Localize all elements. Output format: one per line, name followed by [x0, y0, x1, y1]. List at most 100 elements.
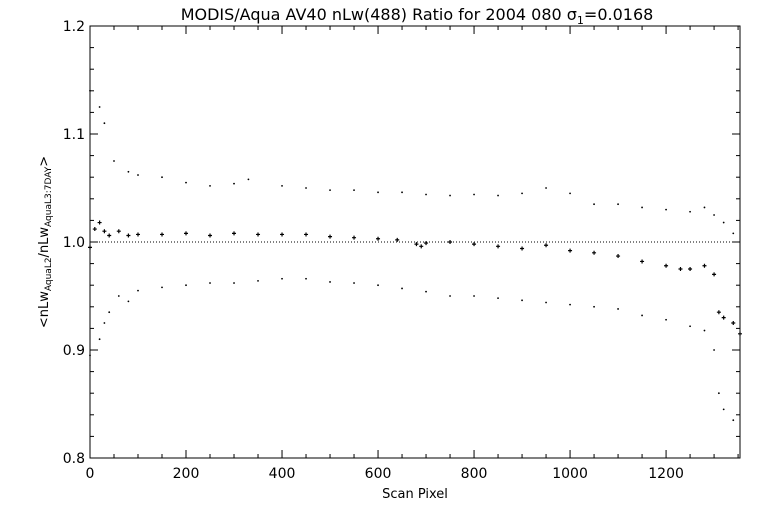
data-point	[568, 248, 573, 253]
data-point	[641, 314, 643, 317]
data-point	[592, 250, 597, 255]
data-point	[473, 295, 475, 297]
x-axis-label: Scan Pixel	[382, 487, 448, 502]
data-point	[716, 310, 721, 315]
data-point	[280, 232, 285, 237]
data-point	[497, 297, 499, 300]
data-point	[425, 290, 427, 293]
data-point	[98, 338, 101, 341]
data-point	[665, 318, 667, 321]
data-point	[304, 232, 309, 237]
x-tick-label: 1200	[648, 466, 684, 482]
y-axis-label: <nLwAquaL2/nLwAquaL3:7DAY>	[37, 156, 54, 328]
data-point	[617, 203, 619, 206]
data-point	[233, 282, 235, 284]
data-point	[569, 303, 571, 306]
data-point	[738, 331, 742, 336]
data-point	[328, 234, 333, 239]
data-point	[353, 189, 355, 192]
data-point	[376, 236, 381, 241]
data-point	[108, 311, 111, 314]
data-point	[689, 210, 691, 213]
data-point	[185, 181, 187, 184]
y-tick-label: 1.2	[63, 19, 85, 35]
data-point	[160, 232, 165, 237]
data-point	[102, 229, 107, 234]
data-point	[88, 245, 92, 250]
data-point	[97, 220, 102, 225]
data-point	[137, 174, 139, 176]
x-tick-label: 600	[365, 466, 392, 482]
data-point	[247, 178, 250, 181]
data-point	[616, 254, 621, 259]
data-point	[401, 287, 403, 290]
data-point	[414, 242, 419, 247]
data-point	[395, 237, 400, 242]
data-point	[731, 321, 736, 325]
data-point	[208, 233, 213, 238]
series-upper	[89, 89, 735, 235]
series-mean	[88, 220, 742, 336]
data-point	[713, 349, 715, 351]
data-point	[593, 203, 595, 206]
data-point	[722, 221, 725, 224]
data-point	[113, 160, 115, 162]
x-axis: 0 200 400 600 800 1000 1200	[86, 26, 739, 482]
data-point	[136, 232, 141, 237]
data-point	[352, 235, 357, 240]
chart-title: MODIS/Aqua AV40 nLw(488) Ratio for 2004 …	[181, 5, 654, 27]
data-point	[448, 240, 453, 244]
data-point	[137, 289, 139, 292]
y-tick-label: 1.1	[63, 127, 85, 143]
data-point	[425, 193, 427, 196]
data-point	[232, 231, 237, 236]
data-point	[449, 194, 451, 197]
data-point	[126, 233, 131, 238]
data-point	[419, 244, 424, 249]
data-point	[377, 191, 379, 194]
data-point	[89, 354, 91, 357]
data-point	[184, 231, 189, 236]
data-point	[473, 193, 475, 196]
data-point	[545, 301, 547, 304]
data-point	[664, 263, 669, 268]
data-point	[569, 192, 571, 195]
data-point	[89, 89, 91, 92]
data-point	[732, 232, 735, 235]
data-point	[678, 267, 683, 271]
data-point	[722, 408, 725, 411]
x-tick-label: 800	[461, 466, 488, 482]
data-point	[640, 259, 645, 264]
data-point	[329, 281, 331, 283]
data-point	[472, 242, 477, 247]
data-point	[117, 295, 120, 297]
x-tick-label: 0	[86, 466, 95, 482]
data-point	[305, 277, 307, 280]
data-point	[712, 272, 717, 277]
data-point	[257, 279, 259, 282]
data-point	[103, 122, 106, 125]
data-point	[497, 194, 499, 197]
data-point	[305, 187, 307, 189]
y-tick-label: 1.0	[63, 235, 85, 251]
data-point	[401, 191, 403, 194]
data-point	[641, 206, 643, 209]
data-point	[127, 170, 130, 173]
data-point	[377, 284, 379, 287]
data-series	[88, 89, 742, 422]
data-point	[449, 295, 451, 297]
data-point	[103, 322, 106, 324]
x-tick-label: 200	[173, 466, 200, 482]
data-point	[185, 284, 187, 287]
data-point	[281, 277, 283, 280]
y-tick-label: 0.8	[63, 451, 85, 467]
data-point	[209, 282, 211, 284]
data-point	[127, 300, 130, 303]
data-point	[713, 214, 715, 216]
data-point	[545, 187, 547, 189]
y-tick-label: 0.9	[63, 343, 85, 359]
data-point	[702, 263, 707, 268]
x-tick-label: 400	[269, 466, 296, 482]
data-point	[107, 233, 112, 238]
